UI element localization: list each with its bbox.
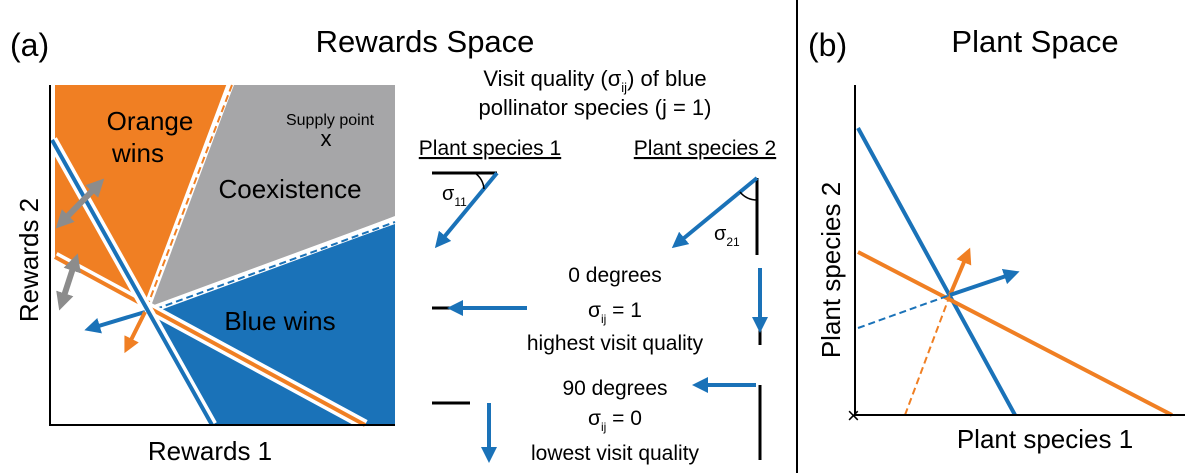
- panel-a-shapes: [47, 83, 397, 430]
- region-label: Blue wins: [224, 306, 335, 336]
- legend-text: 90 degrees: [562, 377, 667, 400]
- region-label: Orange: [107, 106, 194, 136]
- angle: [474, 172, 485, 190]
- plant-label: Plant species 1: [419, 137, 561, 160]
- boundary-dashed: [144, 84, 233, 313]
- blue-isocline: [856, 127, 1017, 416]
- supply-marker: x: [321, 126, 332, 151]
- region-label: Coexistence: [218, 174, 361, 204]
- panel-label: (b): [808, 27, 847, 63]
- y-axis-label: Plant species 2: [816, 182, 846, 358]
- orange-isocline: [54, 255, 366, 427]
- x-axis-label: Plant species 1: [957, 424, 1133, 454]
- boundary-dashed: [144, 221, 396, 314]
- coexistence-region: [145, 85, 395, 312]
- region-label: wins: [111, 138, 164, 168]
- y-axis-label: Rewards 2: [14, 198, 44, 322]
- sigma-label: σ21: [714, 223, 740, 249]
- x-axis-label: Rewards 1: [148, 436, 272, 466]
- orange-isocline: [857, 250, 1173, 417]
- blue-arrow: [84, 310, 146, 334]
- panel-title: Rewards Space: [316, 24, 535, 59]
- legend-text: σij = 0: [588, 407, 642, 434]
- legend-text: 0 degrees: [568, 264, 661, 287]
- dashed-orange: [904, 294, 951, 416]
- legend-text: σij = 1: [588, 299, 642, 326]
- blue-arrow: [671, 176, 759, 249]
- origin-mark: ×: [847, 403, 860, 428]
- panel-label: (a): [10, 27, 49, 63]
- plant-label: Plant species 2: [634, 137, 776, 160]
- angle: [739, 191, 758, 201]
- heading: Visit quality (σij) of blue: [483, 66, 706, 95]
- legend-shapes: [432, 171, 768, 463]
- legend-text: lowest visit quality: [531, 442, 700, 465]
- texts: (a) Rewards Space Orange wins Supply poi…: [10, 24, 1133, 466]
- gray-arrow: [56, 253, 81, 311]
- heading: pollinator species (j = 1): [479, 95, 712, 120]
- supply-label: Supply point: [286, 112, 375, 129]
- blue-arrow: [949, 268, 1020, 297]
- panel-b-shapes: ×: [847, 85, 1185, 428]
- blue-region: [145, 224, 395, 425]
- sigma-label: σ11: [442, 183, 467, 209]
- orange-arrow: [948, 247, 972, 296]
- orange-arrow: [124, 311, 147, 354]
- axes: [49, 85, 395, 426]
- orange-region: [55, 85, 228, 312]
- panel-title: Plant Space: [951, 24, 1118, 59]
- gray-arrow: [55, 178, 105, 229]
- blue-arrow: [434, 171, 499, 249]
- axes: [854, 85, 1185, 416]
- legend-text: highest visit quality: [527, 332, 704, 355]
- boundary: [143, 216, 397, 316]
- dashed-blue: [857, 294, 951, 329]
